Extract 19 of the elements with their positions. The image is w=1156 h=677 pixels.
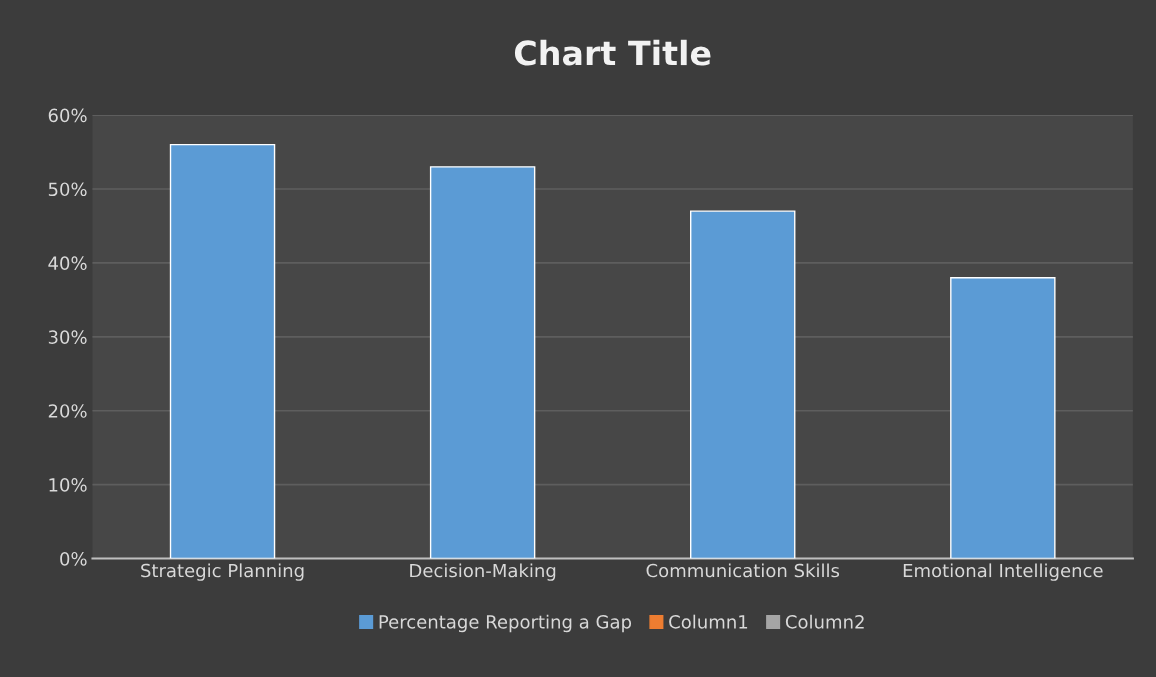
y-tick-label: 10% — [49, 478, 87, 492]
x-tick-label: Emotional Intelligence — [903, 563, 1103, 581]
bar — [169, 143, 276, 559]
y-tick-label: 20% — [48, 404, 87, 418]
y-tick-label: 40% — [48, 256, 87, 271]
x-tick-label: Communication Skills — [646, 563, 840, 578]
chart-title: Chart Title — [514, 39, 711, 66]
x-tick-label: Decision-Making — [410, 563, 556, 581]
y-tick-label: 50% — [48, 182, 87, 197]
bar — [950, 276, 1056, 559]
legend-label: Column2 — [785, 614, 864, 629]
y-tick-label: 0% — [60, 551, 87, 566]
x-tick-label: Strategic Planning — [141, 563, 304, 581]
legend-label: Column1 — [669, 614, 748, 629]
bar — [690, 210, 796, 559]
y-tick-label: 30% — [48, 330, 87, 344]
legend-label: Percentage Reporting a Gap — [379, 614, 632, 633]
y-tick-label: 60% — [48, 108, 87, 123]
bar — [429, 166, 536, 559]
